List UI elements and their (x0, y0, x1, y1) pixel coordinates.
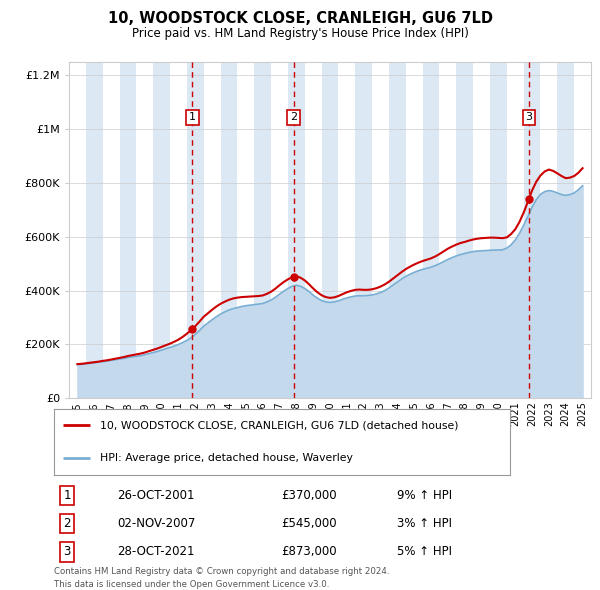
Bar (136, 62, 153, 398)
Bar (305, 62, 322, 398)
Text: 28-OCT-2021: 28-OCT-2021 (118, 545, 195, 558)
Bar (288, 62, 305, 398)
Bar (338, 62, 355, 398)
Bar (271, 62, 288, 398)
Text: Price paid vs. HM Land Registry's House Price Index (HPI): Price paid vs. HM Land Registry's House … (131, 27, 469, 40)
Bar (439, 62, 456, 398)
Bar (119, 62, 136, 398)
Bar (103, 62, 119, 398)
Bar (187, 62, 204, 398)
Text: 3: 3 (526, 113, 533, 123)
Bar (473, 62, 490, 398)
Text: 1: 1 (189, 113, 196, 123)
Text: 2: 2 (290, 113, 297, 123)
Bar (574, 62, 591, 398)
Text: 10, WOODSTOCK CLOSE, CRANLEIGH, GU6 7LD (detached house): 10, WOODSTOCK CLOSE, CRANLEIGH, GU6 7LD … (100, 421, 458, 430)
Text: £873,000: £873,000 (281, 545, 337, 558)
Text: HPI: Average price, detached house, Waverley: HPI: Average price, detached house, Wave… (100, 454, 352, 463)
Bar (322, 62, 338, 398)
Bar (541, 62, 557, 398)
Bar (406, 62, 422, 398)
Text: 2: 2 (64, 517, 71, 530)
Text: 9% ↑ HPI: 9% ↑ HPI (397, 489, 452, 502)
Bar (204, 62, 221, 398)
Text: 10, WOODSTOCK CLOSE, CRANLEIGH, GU6 7LD: 10, WOODSTOCK CLOSE, CRANLEIGH, GU6 7LD (107, 11, 493, 27)
Bar (86, 62, 103, 398)
Bar (456, 62, 473, 398)
Bar (490, 62, 507, 398)
Bar (153, 62, 170, 398)
Text: 02-NOV-2007: 02-NOV-2007 (118, 517, 196, 530)
Text: 3: 3 (64, 545, 71, 558)
Bar (507, 62, 524, 398)
Bar (557, 62, 574, 398)
Text: 3% ↑ HPI: 3% ↑ HPI (397, 517, 452, 530)
Text: 1: 1 (64, 489, 71, 502)
Text: £545,000: £545,000 (281, 517, 337, 530)
Text: 26-OCT-2001: 26-OCT-2001 (118, 489, 195, 502)
Bar (372, 62, 389, 398)
Bar (238, 62, 254, 398)
Bar (422, 62, 439, 398)
Bar (221, 62, 238, 398)
Text: Contains HM Land Registry data © Crown copyright and database right 2024.: Contains HM Land Registry data © Crown c… (54, 566, 389, 576)
Bar (355, 62, 372, 398)
Text: £370,000: £370,000 (281, 489, 337, 502)
Bar (389, 62, 406, 398)
Bar (69, 62, 86, 398)
Text: This data is licensed under the Open Government Licence v3.0.: This data is licensed under the Open Gov… (54, 579, 329, 589)
Bar (170, 62, 187, 398)
Text: 5% ↑ HPI: 5% ↑ HPI (397, 545, 452, 558)
Bar (524, 62, 541, 398)
Bar (254, 62, 271, 398)
